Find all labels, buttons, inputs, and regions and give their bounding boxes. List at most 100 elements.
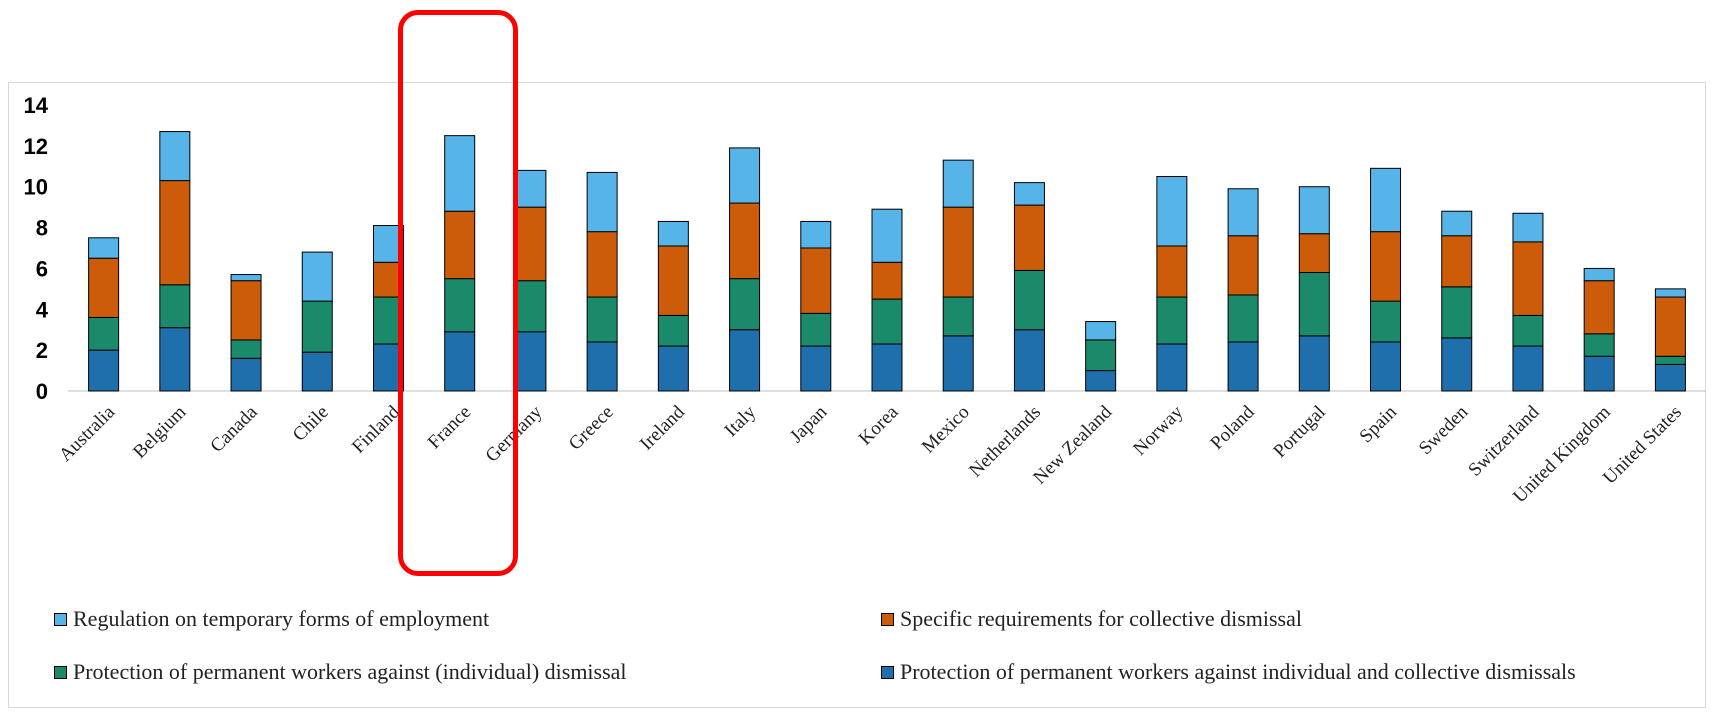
x-tick-label: Spain bbox=[1356, 401, 1402, 447]
bar-segment bbox=[1227, 341, 1259, 392]
legend-label-collective: Specific requirements for collective dis… bbox=[900, 606, 1302, 631]
bar-segment bbox=[301, 300, 333, 353]
bar-segment bbox=[800, 220, 832, 249]
bar-segment bbox=[1227, 294, 1259, 343]
bar-segment bbox=[1441, 337, 1473, 392]
bar-segment bbox=[444, 135, 476, 212]
bar-segment bbox=[1298, 272, 1330, 337]
bar-segment bbox=[1013, 329, 1045, 392]
bar-segment bbox=[444, 278, 476, 333]
x-tick-label: Greece bbox=[565, 402, 618, 455]
bar-segment bbox=[1512, 241, 1544, 316]
bar-segment bbox=[230, 357, 262, 392]
bar-segment bbox=[1156, 176, 1188, 247]
x-tick-label: Sweden bbox=[1415, 401, 1473, 459]
bar-segment bbox=[1085, 339, 1117, 372]
bars bbox=[88, 131, 1686, 392]
bar-segment bbox=[1370, 300, 1402, 343]
bar-segment bbox=[1085, 370, 1117, 392]
bar-segment bbox=[586, 171, 618, 233]
bar-segment bbox=[1298, 186, 1330, 235]
bar-segment bbox=[729, 202, 761, 280]
x-tick-label: Norway bbox=[1129, 401, 1187, 459]
bar-segment bbox=[159, 327, 191, 392]
x-tick-label: Japan bbox=[786, 401, 832, 447]
bar-segment bbox=[1654, 288, 1686, 298]
bar-segment bbox=[372, 261, 404, 298]
bar-segment bbox=[1583, 355, 1615, 392]
bar-segment bbox=[444, 331, 476, 392]
bar-segment bbox=[515, 280, 547, 333]
bar-segment bbox=[1013, 269, 1045, 331]
x-tick-label: Belgium bbox=[129, 402, 190, 463]
bar-segment bbox=[1512, 314, 1544, 347]
bar-segment bbox=[871, 298, 903, 345]
bar-segment bbox=[159, 180, 191, 286]
x-tick-label: Germany bbox=[482, 401, 547, 466]
bar-segment bbox=[729, 329, 761, 392]
bar-segment bbox=[942, 159, 974, 208]
x-tick-label: Poland bbox=[1206, 401, 1259, 454]
y-tick-label: 10 bbox=[24, 175, 48, 200]
y-tick-label: 2 bbox=[36, 338, 48, 363]
bar-segment bbox=[871, 343, 903, 392]
bar-segment bbox=[657, 345, 689, 392]
bar-segment bbox=[657, 220, 689, 247]
bar-segment bbox=[1441, 210, 1473, 237]
bar-segment bbox=[1654, 363, 1686, 392]
bar-segment bbox=[159, 131, 191, 182]
bar-segment bbox=[88, 349, 120, 392]
x-tick-label: Australia bbox=[55, 401, 119, 465]
legend-item-temporary: Regulation on temporary forms of employm… bbox=[54, 606, 489, 632]
legend-item-collective: Specific requirements for collective dis… bbox=[881, 606, 1302, 632]
bar-segment bbox=[1370, 231, 1402, 302]
legend-item-individual-collective: Protection of permanent workers against … bbox=[881, 659, 1576, 685]
bar-segment bbox=[1583, 280, 1615, 335]
bar-segment bbox=[800, 345, 832, 392]
legend-swatch-individual bbox=[54, 665, 67, 679]
bar-segment bbox=[942, 296, 974, 337]
bar-segment bbox=[230, 339, 262, 359]
bar-segment bbox=[159, 284, 191, 329]
bar-segment bbox=[88, 237, 120, 259]
x-tick-label: Italy bbox=[721, 401, 761, 441]
legend-swatch-individual-collective bbox=[881, 665, 894, 679]
bar-segment bbox=[515, 206, 547, 282]
bar-segment bbox=[515, 331, 547, 392]
bar-segment bbox=[230, 274, 262, 282]
bar-segment bbox=[1013, 182, 1045, 206]
x-tick-label: Canada bbox=[206, 401, 262, 457]
bar-segment bbox=[301, 351, 333, 392]
bar-segment bbox=[372, 296, 404, 345]
bar-segment bbox=[1156, 296, 1188, 345]
bar-segment bbox=[1156, 343, 1188, 392]
x-tick-label: Portugal bbox=[1269, 402, 1329, 462]
bar-segment bbox=[1298, 335, 1330, 392]
bar-segment bbox=[1654, 296, 1686, 357]
bar-segment bbox=[1085, 321, 1117, 341]
bar-segment bbox=[586, 296, 618, 343]
bar-segment bbox=[1298, 233, 1330, 274]
bar-segment bbox=[1441, 235, 1473, 288]
y-tick-label: 6 bbox=[36, 256, 48, 281]
y-tick-label: 14 bbox=[24, 93, 49, 118]
legend-item-individual: Protection of permanent workers against … bbox=[54, 659, 627, 685]
bar-segment bbox=[372, 225, 404, 263]
x-tick-label: France bbox=[424, 402, 475, 453]
bar-segment bbox=[1013, 204, 1045, 271]
bar-segment bbox=[1441, 286, 1473, 339]
bar-segment bbox=[1512, 212, 1544, 243]
y-tick-label: 8 bbox=[36, 216, 48, 241]
bar-segment bbox=[586, 341, 618, 392]
bar-segment bbox=[1156, 245, 1188, 298]
legend-swatch-collective bbox=[881, 612, 894, 626]
y-tick-label: 0 bbox=[36, 379, 48, 404]
legend-label-individual: Protection of permanent workers against … bbox=[73, 659, 627, 684]
bar-segment bbox=[88, 257, 120, 318]
bar-segment bbox=[729, 147, 761, 204]
bar-segment bbox=[1370, 167, 1402, 233]
bar-segment bbox=[586, 231, 618, 298]
bar-segment bbox=[515, 169, 547, 208]
bar-segment bbox=[1512, 345, 1544, 392]
